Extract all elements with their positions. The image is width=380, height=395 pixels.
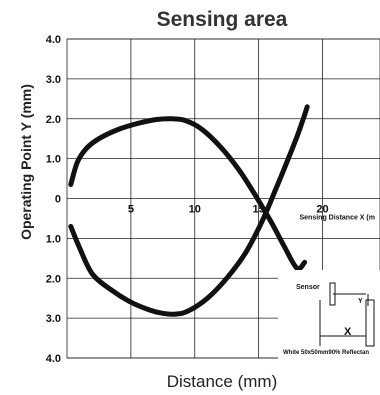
inset-y-label: Y (358, 298, 363, 305)
inset-x-label: X (344, 326, 352, 338)
y-tick-label: 1.0 (46, 233, 61, 245)
series-line-1 (68, 116, 308, 272)
x-tick-label: 20 (316, 204, 328, 216)
chart-title: Sensing area (157, 8, 288, 31)
inset-sensor-label: Sensor (296, 284, 320, 291)
inset-target-plate (365, 299, 375, 347)
inset-diagram: Sensor X Y White 50x50mm90% Reflectan (278, 270, 380, 360)
y-tick-label: 1.0 (46, 154, 61, 166)
inset-caption: White 50x50mm90% Reflectan (283, 350, 369, 356)
y-tick-label: 3.0 (46, 74, 61, 86)
x-axis-label: Distance (mm) (167, 372, 278, 391)
series-line-2 (68, 104, 310, 317)
y-tick-label: 2.0 (46, 273, 61, 285)
y-axis-label: Operating Point Y (mm) (18, 84, 34, 240)
y-tick-label: 2.0 (46, 114, 61, 126)
x-tick-label: 10 (189, 204, 201, 216)
y-tick-label: 4.0 (46, 353, 61, 365)
y-tick-label: 4.0 (46, 34, 61, 46)
inset-background (278, 270, 380, 360)
series (68, 104, 310, 317)
x-tick-label: 5 (128, 204, 134, 216)
x-axis-inline-label: Sensing Distance X (m (300, 215, 375, 222)
y-tick-label: 0 (55, 194, 61, 206)
y-tick-label: 3.0 (46, 313, 61, 325)
